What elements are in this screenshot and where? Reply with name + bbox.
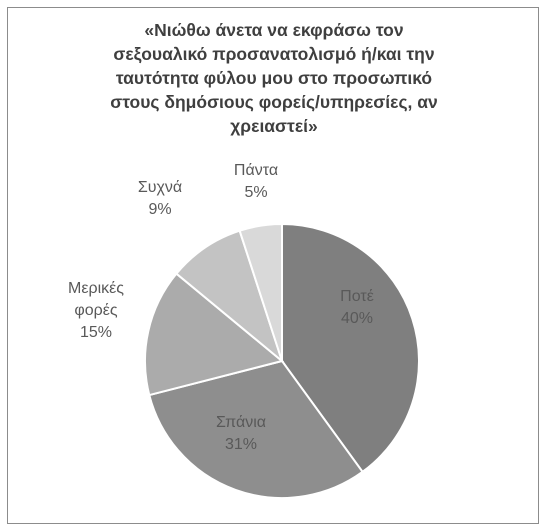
pie-slice (144, 272, 285, 397)
slice-percent: 31% (225, 436, 257, 453)
slice-percent: 9% (148, 201, 171, 218)
slice-name: Μερικές (68, 280, 124, 297)
slice-name: Συχνά (138, 179, 182, 196)
slice-percent: 5% (244, 184, 267, 201)
slice-name: Σπάνια (216, 414, 266, 431)
chart-title-line: ταυτότητα φύλου μου στο προσωπικό (115, 68, 433, 88)
slice-label: Πάντα 5% (234, 162, 278, 201)
chart-title-line: χρειαστεί» (230, 116, 318, 136)
chart-title-line: στους δημόσιους φορείς/υπηρεσίες, αν (110, 92, 438, 112)
slice-label: Σπάνια 31% (216, 414, 266, 453)
slice-name: Πάντα (234, 162, 278, 179)
slice-label: Συχνά 9% (138, 179, 182, 218)
slice-name: Ποτέ (340, 288, 374, 305)
slice-percent: 40% (341, 310, 373, 327)
pie-slice (238, 222, 283, 362)
pie-slice (148, 359, 364, 500)
slice-percent: 15% (80, 324, 112, 341)
slice-name: φορές (74, 302, 118, 319)
chart-title-line: σεξουαλικό προσανατολισμό ή/και την (113, 44, 435, 64)
chart-title-line: «Νιώθω άνετα να εκφράσω τον (144, 20, 404, 40)
slice-label: Μερικές φορές 15% (68, 280, 124, 341)
chart-title: «Νιώθω άνετα να εκφράσω τον σεξουαλικό π… (48, 18, 500, 138)
pie-slice (281, 222, 420, 474)
slice-label: Ποτέ 40% (340, 288, 374, 327)
